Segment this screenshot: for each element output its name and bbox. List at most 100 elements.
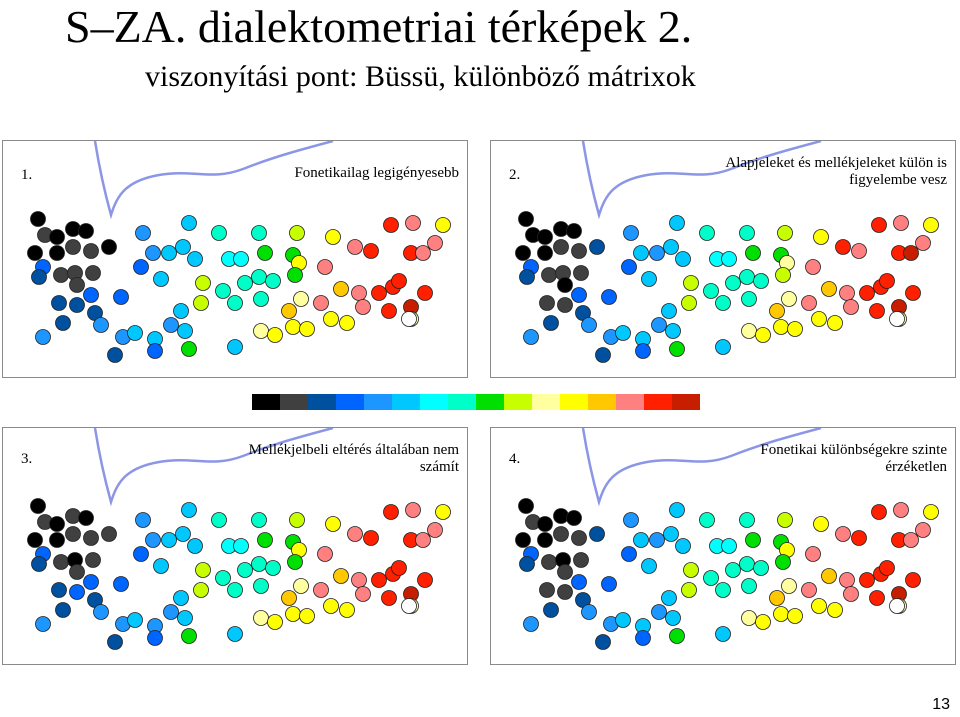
settlement-dot	[699, 225, 715, 241]
settlement-dot	[573, 265, 589, 281]
settlement-dot	[177, 610, 193, 626]
settlement-dot	[753, 560, 769, 576]
reference-point-dot	[889, 311, 905, 327]
settlement-dot	[351, 572, 367, 588]
settlement-dot	[135, 512, 151, 528]
settlement-dot	[903, 245, 919, 261]
settlement-dot	[181, 341, 197, 357]
settlement-dot	[65, 239, 81, 255]
river-line	[581, 141, 822, 220]
settlement-dot	[615, 612, 631, 628]
settlement-dot	[699, 512, 715, 528]
panel-number: 3.	[21, 451, 33, 467]
settlement-dot	[553, 526, 569, 542]
settlement-dot	[227, 339, 243, 355]
dot-map-3	[27, 428, 451, 650]
settlement-dot	[903, 532, 919, 548]
dot-map-1	[27, 141, 451, 363]
settlement-dot	[251, 225, 267, 241]
settlement-dot	[53, 267, 69, 283]
settlement-dot	[237, 275, 253, 291]
settlement-dot	[651, 604, 667, 620]
settlement-dot	[905, 572, 921, 588]
settlement-dot	[53, 554, 69, 570]
legend-swatch	[644, 394, 672, 410]
settlement-dot	[233, 251, 249, 267]
settlement-dot	[323, 311, 339, 327]
settlement-dot	[265, 273, 281, 289]
settlement-dot	[571, 287, 587, 303]
settlement-dot	[571, 530, 587, 546]
settlement-dot	[813, 229, 829, 245]
legend-swatch	[672, 394, 700, 410]
reference-point-dot	[401, 598, 417, 614]
settlement-dot	[739, 556, 755, 572]
settlement-dot	[615, 325, 631, 341]
settlement-dot	[405, 502, 421, 518]
settlement-dot	[741, 323, 757, 339]
settlement-dot	[85, 265, 101, 281]
settlement-dot	[915, 235, 931, 251]
settlement-dot	[905, 285, 921, 301]
settlement-dot	[65, 508, 81, 524]
settlement-dot	[181, 502, 197, 518]
settlement-dot	[101, 239, 117, 255]
settlement-dot	[835, 526, 851, 542]
settlement-dot	[371, 285, 387, 301]
settlement-dot	[285, 606, 301, 622]
settlement-dot	[915, 522, 931, 538]
settlement-dot	[787, 608, 803, 624]
settlement-dot	[333, 281, 349, 297]
panel-number: 2.	[509, 167, 521, 183]
settlement-dot	[721, 538, 737, 554]
settlement-dot	[289, 225, 305, 241]
settlement-dot	[93, 604, 109, 620]
settlement-dot	[135, 225, 151, 241]
settlement-dot	[383, 504, 399, 520]
settlement-dot	[35, 616, 51, 632]
settlement-dot	[69, 297, 85, 313]
reference-point-dot	[889, 598, 905, 614]
legend-swatch	[588, 394, 616, 410]
settlement-dot	[893, 215, 909, 231]
legend-swatch	[616, 394, 644, 410]
settlement-dot	[601, 289, 617, 305]
settlement-dot	[251, 512, 267, 528]
panel-caption: Fonetikai különbségekre szinte érzéketle…	[760, 442, 947, 475]
settlement-dot	[85, 552, 101, 568]
settlement-dot	[715, 295, 731, 311]
settlement-dot	[173, 303, 189, 319]
settlement-dot	[313, 582, 329, 598]
settlement-dot	[635, 343, 651, 359]
settlement-dot	[589, 526, 605, 542]
settlement-dot	[571, 574, 587, 590]
settlement-dot	[83, 243, 99, 259]
settlement-dot	[173, 590, 189, 606]
settlement-dot	[839, 572, 855, 588]
settlement-dot	[641, 271, 657, 287]
settlement-dot	[835, 239, 851, 255]
settlement-dot	[69, 584, 85, 600]
settlement-dot	[51, 582, 67, 598]
settlement-dot	[515, 245, 531, 261]
settlement-dot	[253, 610, 269, 626]
settlement-dot	[541, 267, 557, 283]
settlement-dot	[35, 329, 51, 345]
settlement-dot	[417, 572, 433, 588]
settlement-dot	[435, 217, 451, 233]
settlement-dot	[101, 526, 117, 542]
settlement-dot	[813, 516, 829, 532]
dot-map-4	[515, 428, 939, 650]
settlement-dot	[669, 341, 685, 357]
legend-swatch	[532, 394, 560, 410]
legend-swatch	[392, 394, 420, 410]
settlement-dot	[635, 630, 651, 646]
settlement-dot	[537, 532, 553, 548]
settlement-dot	[681, 295, 697, 311]
settlement-dot	[518, 211, 534, 227]
settlement-dot	[83, 574, 99, 590]
settlement-dot	[753, 273, 769, 289]
settlement-dot	[741, 578, 757, 594]
settlement-dot	[415, 532, 431, 548]
settlement-dot	[843, 586, 859, 602]
